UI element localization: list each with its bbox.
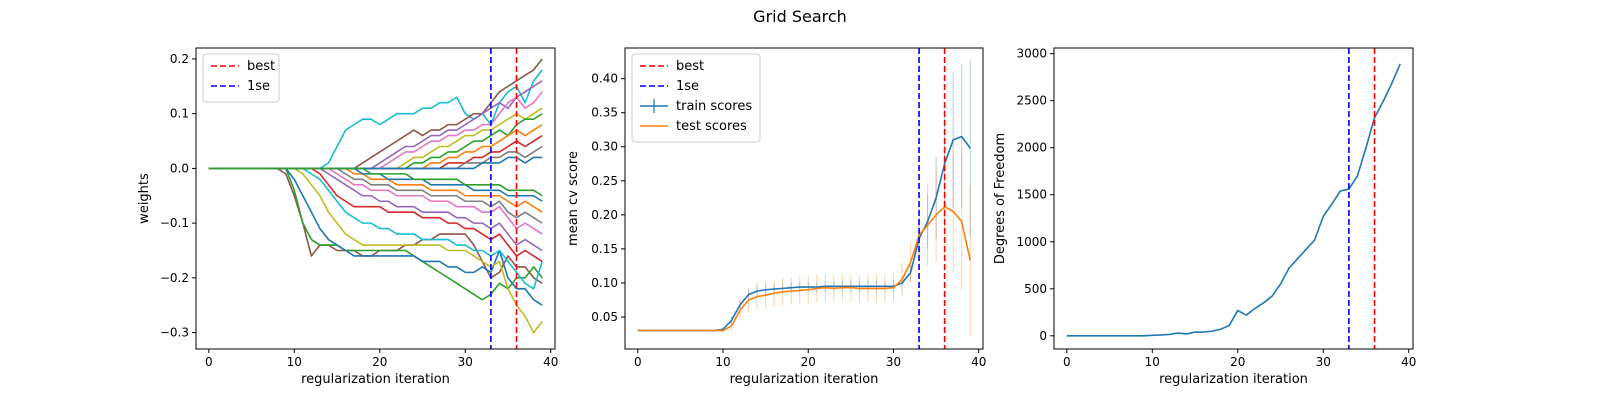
series-line <box>208 123 543 170</box>
x-tick-label: 20 <box>1230 355 1245 369</box>
y-tick-label: 0.05 <box>591 310 618 324</box>
legend-label: best <box>676 59 704 74</box>
cv-scores-panel: 0 10 20 30 40 0.05 0.10 0.15 0.20 0.25 0.30 0.35 0.4… <box>566 47 986 387</box>
legend-label: best <box>247 59 275 74</box>
y-tick-label: 2500 <box>1016 94 1047 108</box>
series-line <box>208 167 543 235</box>
legend-box <box>631 53 761 143</box>
x-tick-label: 0 <box>205 355 213 369</box>
legend: best 1se train scores test scores <box>631 53 761 143</box>
y-tick-label: −0.2 <box>160 271 189 285</box>
degrees-of-freedom-panel: 0 10 20 30 40 0 500 1000 1500 2000 2500 3000 regular… <box>993 47 1416 387</box>
y-tick-label: 0.35 <box>591 106 618 120</box>
x-tick-label: 30 <box>886 355 901 369</box>
y-axis-label: weights <box>137 173 152 224</box>
x-tick-label: 30 <box>1316 355 1331 369</box>
legend-label: 1se <box>247 79 270 94</box>
y-tick-label: 0.1 <box>170 107 189 121</box>
y-tick-label: 0.25 <box>591 174 618 188</box>
y-tick-label: 3000 <box>1016 47 1047 61</box>
plot-area <box>1066 48 1401 349</box>
chart-panels: 0 10 20 30 40 −0.3 −0.2 −0.1 0.0 0.1 0.2 regulariza… <box>137 47 1416 387</box>
y-tick-label: 500 <box>1024 282 1047 296</box>
series-line <box>637 205 971 332</box>
y-tick-label: 0.2 <box>170 52 189 66</box>
legend-label: train scores <box>676 99 752 114</box>
x-axis-label: regularization iteration <box>301 372 450 387</box>
y-axis-label: mean cv score <box>566 151 581 246</box>
legend: best 1se <box>202 53 280 103</box>
axes-frame <box>195 47 556 350</box>
axes-frame <box>1053 47 1414 350</box>
x-tick-label: 30 <box>458 355 473 369</box>
plot-area <box>637 48 971 349</box>
x-tick-label: 20 <box>372 355 387 369</box>
series-line <box>208 167 543 197</box>
x-tick-label: 0 <box>1063 355 1071 369</box>
x-axis-label: regularization iteration <box>730 372 879 387</box>
y-tick-label: 1000 <box>1016 235 1047 249</box>
y-tick-label: −0.3 <box>160 326 189 340</box>
y-tick-label: −0.1 <box>160 216 189 230</box>
axes-frame <box>624 47 984 350</box>
y-tick-label: 0 <box>1039 329 1047 343</box>
y-tick-label: 0.0 <box>170 161 189 175</box>
x-tick-label: 10 <box>1145 355 1160 369</box>
x-tick-label: 40 <box>543 355 558 369</box>
legend-label: test scores <box>676 119 747 134</box>
y-tick-label: 1500 <box>1016 188 1047 202</box>
x-tick-label: 40 <box>1401 355 1416 369</box>
x-tick-label: 20 <box>801 355 816 369</box>
series-line <box>208 167 543 301</box>
x-tick-label: 0 <box>634 355 642 369</box>
series-line <box>208 107 543 170</box>
figure-suptitle: Grid Search <box>753 7 847 26</box>
y-tick-label: 0.15 <box>591 242 618 256</box>
x-axis-label: regularization iteration <box>1159 372 1308 387</box>
y-tick-label: 0.30 <box>591 140 618 154</box>
x-tick-label: 10 <box>287 355 302 369</box>
series-line <box>208 167 543 263</box>
weights-panel: 0 10 20 30 40 −0.3 −0.2 −0.1 0.0 0.1 0.2 regulariza… <box>137 47 558 387</box>
plot-area <box>208 48 543 349</box>
y-axis-label: Degrees of Freedom <box>993 133 1008 264</box>
series-line <box>208 167 543 306</box>
y-tick-label: 2000 <box>1016 141 1047 155</box>
y-tick-label: 0.10 <box>591 276 618 290</box>
series-line <box>1066 63 1401 337</box>
series-line <box>208 156 543 170</box>
x-tick-label: 10 <box>715 355 730 369</box>
x-tick-label: 40 <box>971 355 986 369</box>
y-tick-label: 0.20 <box>591 208 618 222</box>
y-tick-label: 0.40 <box>591 72 618 86</box>
legend-label: 1se <box>676 79 699 94</box>
